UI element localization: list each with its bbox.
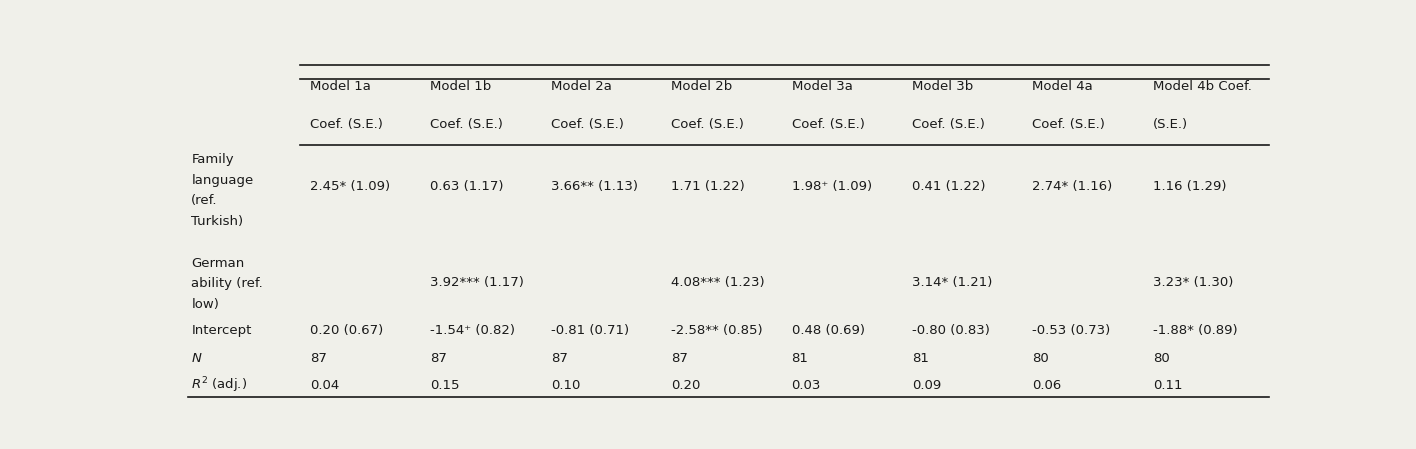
Text: Coef. (S.E.): Coef. (S.E.) xyxy=(310,118,382,131)
Text: Coef. (S.E.): Coef. (S.E.) xyxy=(430,118,503,131)
Text: Model 4a: Model 4a xyxy=(1032,80,1093,93)
Text: 1.98⁺ (1.09): 1.98⁺ (1.09) xyxy=(792,180,872,194)
Text: 0.20: 0.20 xyxy=(671,379,701,392)
Text: Coef. (S.E.): Coef. (S.E.) xyxy=(912,118,986,131)
Text: 1.16 (1.29): 1.16 (1.29) xyxy=(1153,180,1226,194)
Text: Model 3b: Model 3b xyxy=(912,80,973,93)
Text: 1.71 (1.22): 1.71 (1.22) xyxy=(671,180,745,194)
Text: 0.06: 0.06 xyxy=(1032,379,1062,392)
Text: Coef. (S.E.): Coef. (S.E.) xyxy=(671,118,743,131)
Text: 0.63 (1.17): 0.63 (1.17) xyxy=(430,180,504,194)
Text: 3.23* (1.30): 3.23* (1.30) xyxy=(1153,276,1233,289)
Text: 87: 87 xyxy=(671,352,688,365)
Text: Coef. (S.E.): Coef. (S.E.) xyxy=(1032,118,1106,131)
Text: 87: 87 xyxy=(310,352,327,365)
Text: Turkish): Turkish) xyxy=(191,215,244,228)
Text: 2.74* (1.16): 2.74* (1.16) xyxy=(1032,180,1113,194)
Text: -2.58** (0.85): -2.58** (0.85) xyxy=(671,324,763,337)
Text: 0.20 (0.67): 0.20 (0.67) xyxy=(310,324,384,337)
Text: ability (ref.: ability (ref. xyxy=(191,277,263,291)
Text: 3.66** (1.13): 3.66** (1.13) xyxy=(551,180,637,194)
Text: Coef. (S.E.): Coef. (S.E.) xyxy=(551,118,623,131)
Text: Model 2b: Model 2b xyxy=(671,80,732,93)
Text: 80: 80 xyxy=(1032,352,1049,365)
Text: $R^2$ (adj.): $R^2$ (adj.) xyxy=(191,375,248,395)
Text: N: N xyxy=(191,352,201,365)
Text: 0.11: 0.11 xyxy=(1153,379,1182,392)
Text: 0.15: 0.15 xyxy=(430,379,460,392)
Text: -0.80 (0.83): -0.80 (0.83) xyxy=(912,324,990,337)
Text: (ref.: (ref. xyxy=(191,194,218,207)
Text: 87: 87 xyxy=(430,352,447,365)
Text: Model 1a: Model 1a xyxy=(310,80,371,93)
Text: Model 2a: Model 2a xyxy=(551,80,612,93)
Text: 0.09: 0.09 xyxy=(912,379,942,392)
Text: -0.81 (0.71): -0.81 (0.71) xyxy=(551,324,629,337)
Text: Model 1b: Model 1b xyxy=(430,80,491,93)
Text: 3.14* (1.21): 3.14* (1.21) xyxy=(912,276,993,289)
Text: German: German xyxy=(191,256,245,269)
Text: 80: 80 xyxy=(1153,352,1170,365)
Text: 0.04: 0.04 xyxy=(310,379,338,392)
Text: 0.10: 0.10 xyxy=(551,379,581,392)
Text: low): low) xyxy=(191,298,219,311)
Text: Coef. (S.E.): Coef. (S.E.) xyxy=(792,118,864,131)
Text: Intercept: Intercept xyxy=(191,324,252,337)
Text: 81: 81 xyxy=(792,352,809,365)
Text: 0.03: 0.03 xyxy=(792,379,821,392)
Text: (S.E.): (S.E.) xyxy=(1153,118,1188,131)
Text: 81: 81 xyxy=(912,352,929,365)
Text: 4.08*** (1.23): 4.08*** (1.23) xyxy=(671,276,765,289)
Text: language: language xyxy=(191,174,253,187)
Text: Model 3a: Model 3a xyxy=(792,80,852,93)
Text: 3.92*** (1.17): 3.92*** (1.17) xyxy=(430,276,524,289)
Text: -1.54⁺ (0.82): -1.54⁺ (0.82) xyxy=(430,324,515,337)
Text: 2.45* (1.09): 2.45* (1.09) xyxy=(310,180,389,194)
Text: 0.41 (1.22): 0.41 (1.22) xyxy=(912,180,986,194)
Text: Family: Family xyxy=(191,153,234,166)
Text: -1.88* (0.89): -1.88* (0.89) xyxy=(1153,324,1238,337)
Text: -0.53 (0.73): -0.53 (0.73) xyxy=(1032,324,1110,337)
Text: 87: 87 xyxy=(551,352,568,365)
Text: 0.48 (0.69): 0.48 (0.69) xyxy=(792,324,865,337)
Text: Model 4b Coef.: Model 4b Coef. xyxy=(1153,80,1252,93)
